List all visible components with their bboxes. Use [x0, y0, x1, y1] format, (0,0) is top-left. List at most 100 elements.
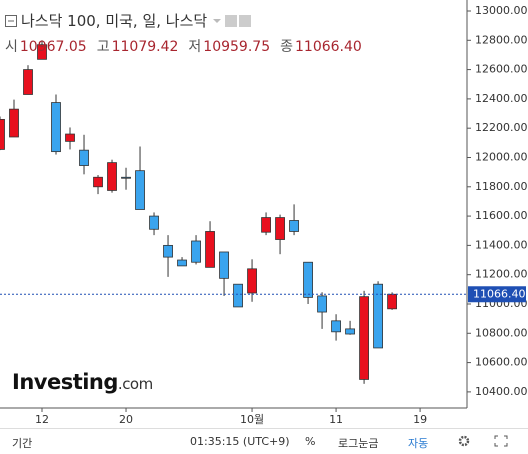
ohlc-value: 10967.05 — [19, 39, 87, 55]
candle — [205, 221, 215, 268]
title-icons[interactable] — [211, 14, 252, 28]
candle-body — [9, 108, 19, 138]
y-tick-label: 10800.00 — [475, 326, 528, 339]
candle — [121, 167, 131, 190]
candle-body — [373, 283, 383, 349]
candle-body — [219, 251, 229, 279]
candle-body — [65, 133, 75, 142]
candle — [37, 40, 47, 60]
candle-body — [317, 295, 327, 313]
candle-body — [0, 118, 5, 150]
candle — [303, 261, 313, 304]
x-tick-label: 11 — [329, 413, 343, 426]
y-tick-label: 12800.00 — [475, 33, 528, 46]
candle-body — [93, 176, 103, 188]
last-price-box — [468, 286, 526, 303]
toolbar: 기간 01:35:15 (UTC+9) % 로그눈금 자동 — [0, 428, 528, 454]
candle — [191, 235, 201, 265]
candle-body — [233, 283, 243, 308]
logo-text: Investing — [12, 370, 118, 394]
x-tick-label: 10월 — [240, 413, 264, 426]
ohlc-item: 저 10959.75 — [188, 36, 270, 56]
candle-body — [205, 231, 215, 268]
fullscreen-button[interactable] — [494, 435, 508, 450]
candle-body — [289, 220, 299, 232]
candle — [261, 212, 271, 236]
ohlc-item: 종 11066.40 — [280, 36, 362, 56]
candle — [219, 251, 229, 296]
candle-body — [37, 44, 47, 60]
candle — [9, 99, 19, 138]
candle — [51, 94, 61, 155]
header: 나스닥 100, 미국, 일, 나스닥 — [5, 10, 252, 31]
candle — [247, 259, 257, 302]
y-tick-label: 12200.00 — [475, 121, 528, 134]
candle-body — [79, 149, 89, 166]
y-tick-label: 12000.00 — [475, 150, 528, 163]
candle — [135, 146, 145, 210]
y-tick-label: 11400.00 — [475, 238, 528, 251]
ohlc-item: 시 10967.05 — [5, 36, 87, 56]
candle — [79, 134, 89, 175]
candle — [149, 212, 159, 236]
collapse-icon[interactable] — [5, 14, 17, 27]
chart: 13000.00 12800.00 12600.00 12400.00 12200.00… — [0, 0, 528, 426]
candle-body — [107, 162, 117, 191]
x-tick-label: 12 — [35, 413, 49, 426]
candle-body — [23, 69, 33, 95]
y-tick-label: 10400.00 — [475, 385, 528, 398]
candle — [177, 257, 187, 267]
candle — [0, 116, 5, 151]
candle-body — [135, 170, 145, 210]
candle-body — [163, 244, 173, 258]
plot-area — [0, 40, 467, 384]
log-button[interactable]: 로그눈금 — [338, 437, 379, 450]
candle — [107, 159, 117, 193]
candle — [233, 283, 243, 308]
candle-body — [275, 217, 285, 240]
candle-body — [121, 176, 131, 179]
candle-body — [247, 268, 257, 294]
candle-body — [303, 261, 313, 298]
ohlc-value: 10959.75 — [203, 39, 271, 55]
ohlc-value: 11066.40 — [295, 39, 362, 55]
candle — [387, 292, 397, 310]
candle-body — [345, 328, 355, 335]
candle-body — [191, 240, 201, 263]
candle — [317, 292, 327, 329]
candle — [275, 214, 285, 255]
candle — [289, 204, 299, 236]
ohlc-name: 종 — [280, 39, 293, 55]
ohlc-item: 고 11079.42 — [97, 36, 179, 56]
candle — [373, 281, 383, 349]
candle — [359, 290, 369, 384]
ohlc-legend: 시 10967.05 고 11079.42 저 10959.75 종 11066.40 — [5, 36, 362, 56]
ohlc-name: 고 — [96, 39, 110, 55]
candle — [345, 320, 355, 335]
candle-body — [359, 296, 369, 380]
auto-button[interactable]: 자동 — [408, 437, 429, 450]
y-tick-label: 13000.00 — [475, 4, 528, 17]
ohlc-value: 11079.42 — [111, 39, 179, 55]
y-tick-label: 12400.00 — [475, 92, 528, 105]
logo-suffix: .com — [117, 375, 153, 393]
y-tick-label: 11200.00 — [475, 268, 528, 281]
chart-title: 나스닥 100, 미국, 일, 나스닥 — [21, 12, 208, 30]
settings-button[interactable] — [458, 435, 470, 450]
period-button[interactable]: 기간 — [12, 437, 33, 450]
y-tick-label: 11600.00 — [475, 209, 528, 222]
candle — [93, 175, 103, 195]
ohlc-name: 시 — [5, 39, 18, 55]
x-tick-label: 19 — [413, 413, 427, 426]
x-tick-label: 20 — [119, 413, 133, 426]
time: 01:35:15 (UTC+9) — [190, 435, 290, 448]
candle — [331, 314, 341, 341]
y-tick-label: 12600.00 — [475, 63, 528, 76]
y-tick-label: 11800.00 — [475, 180, 528, 193]
percent-button[interactable]: % — [305, 435, 316, 448]
candle — [163, 235, 173, 277]
last-price-label: 11066.40 — [473, 287, 526, 300]
candle-body — [51, 102, 61, 153]
candle — [23, 65, 33, 95]
